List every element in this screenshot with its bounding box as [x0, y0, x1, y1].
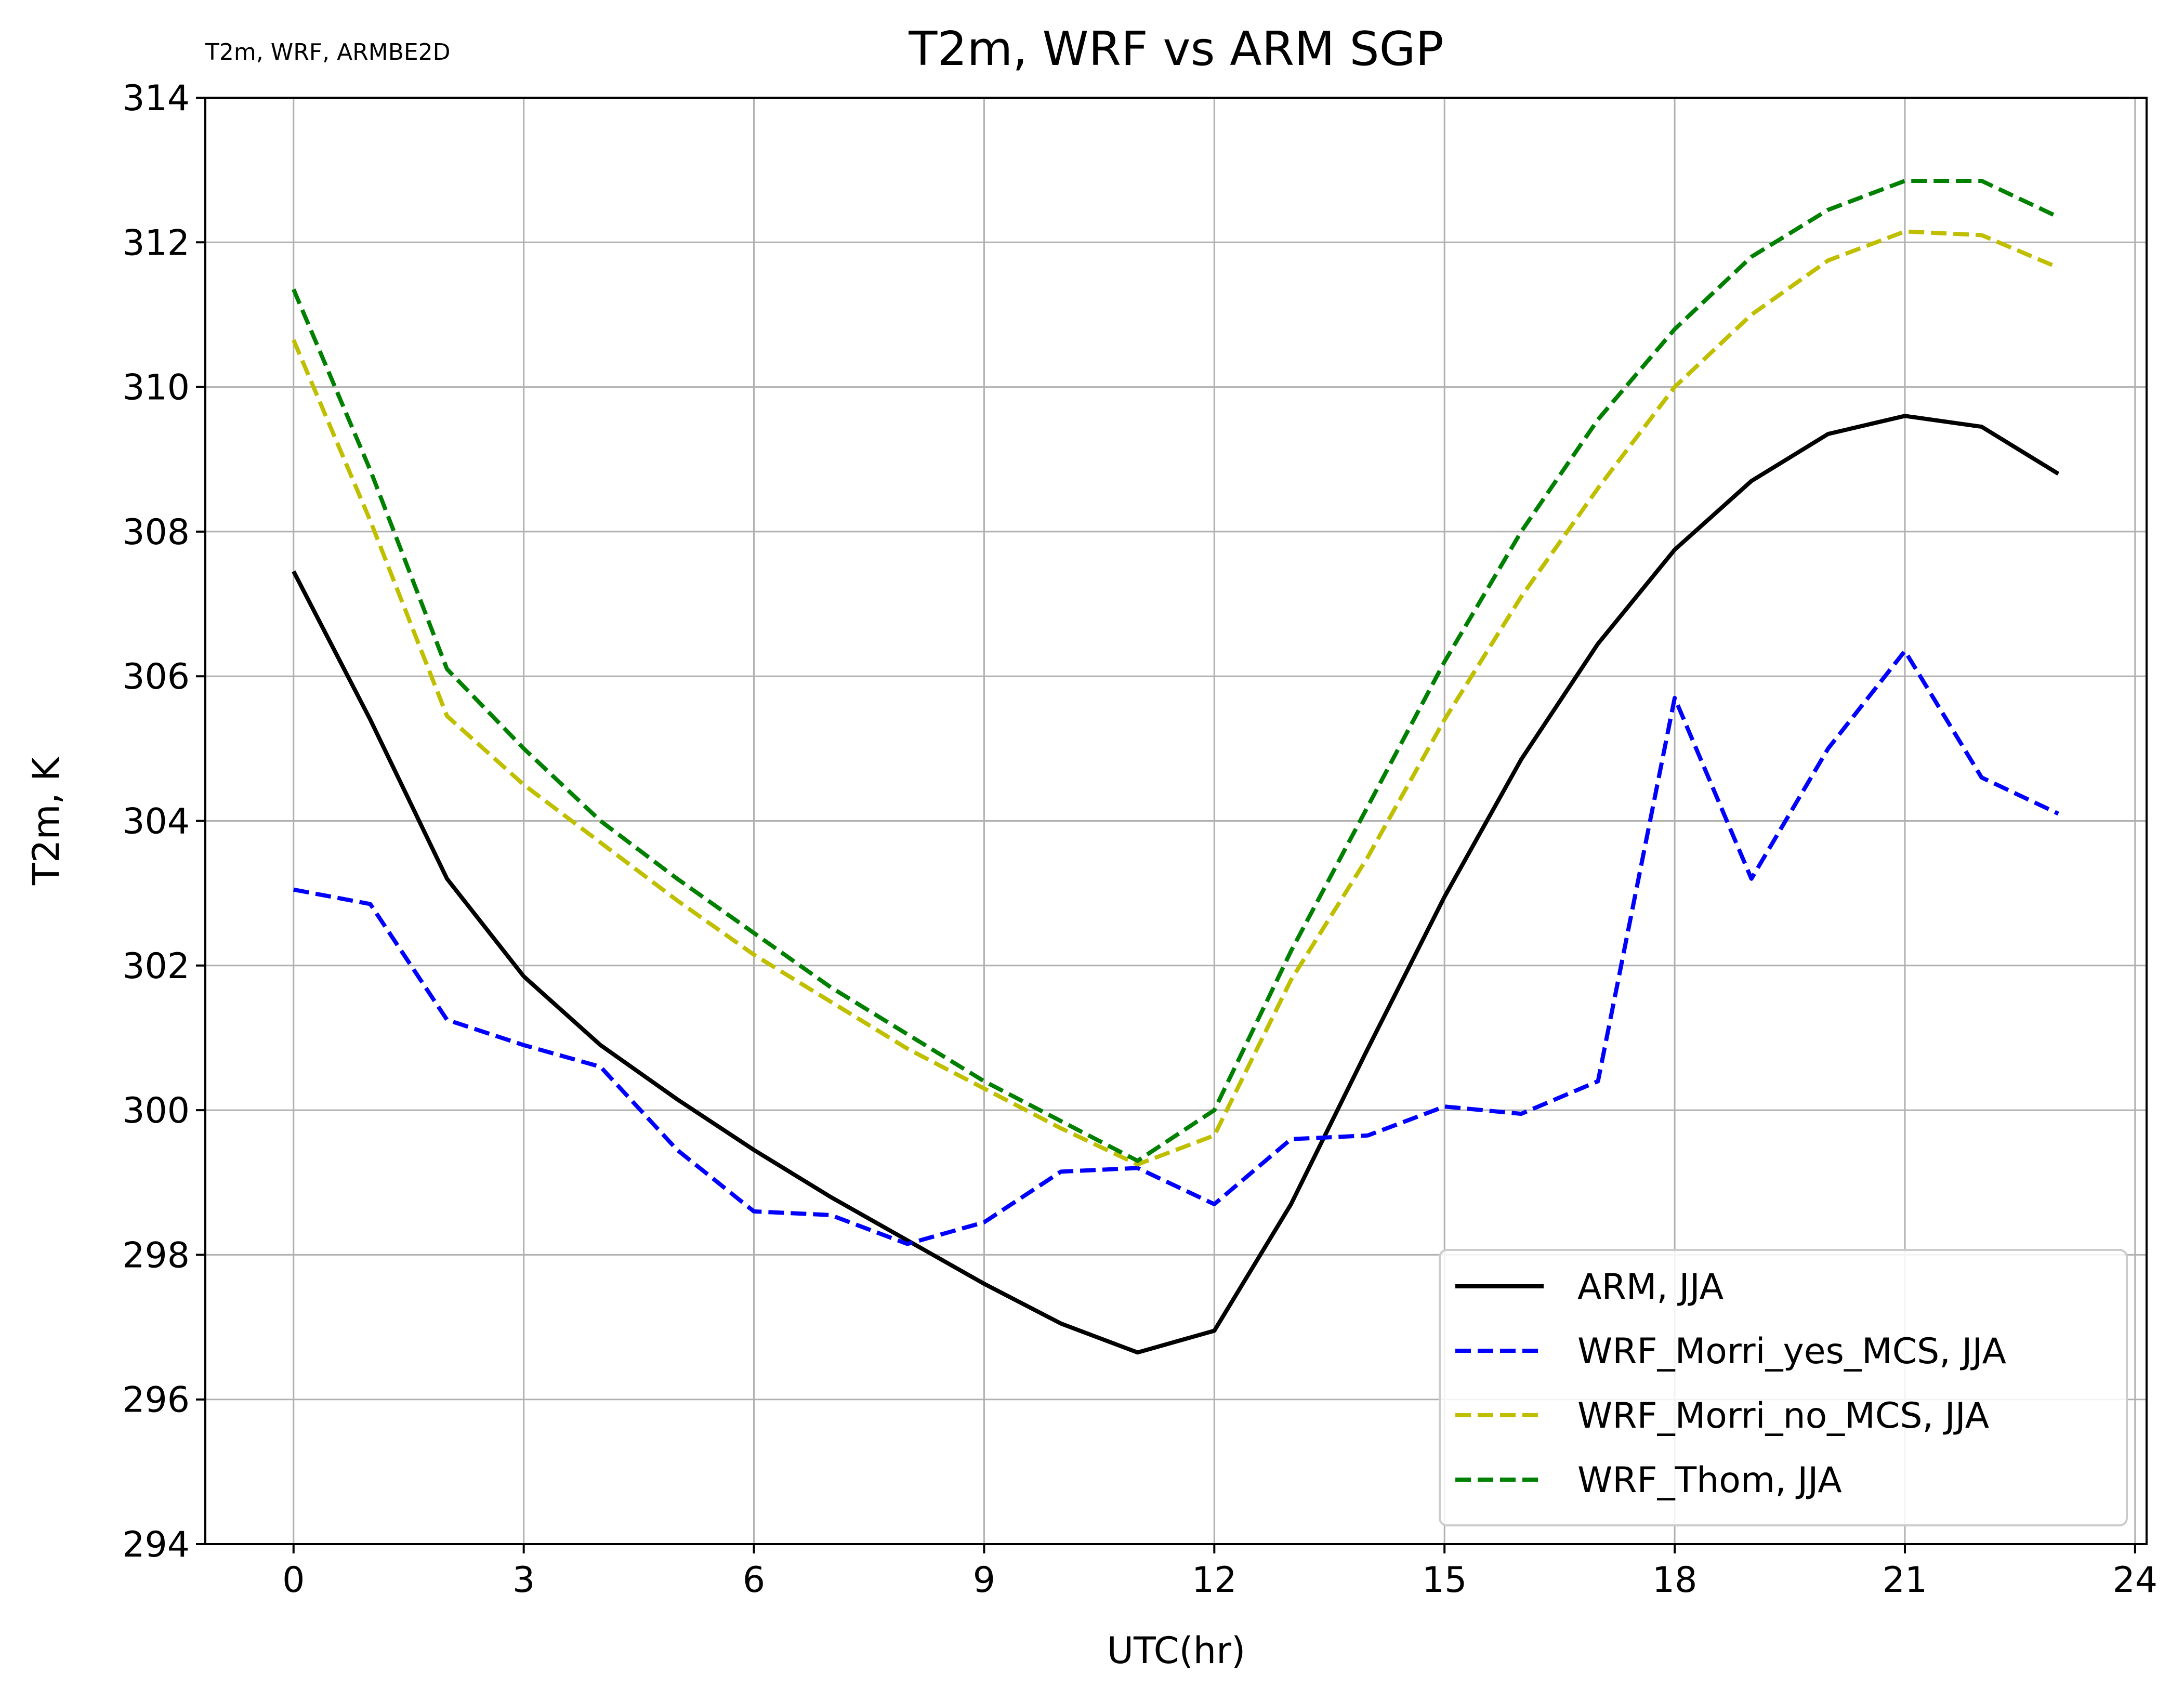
x-tick-label: 24: [2113, 1560, 2158, 1601]
series-line-4: [292, 179, 2059, 1163]
y-tick-label: 300: [122, 1090, 190, 1131]
series-lines: [292, 179, 2060, 1355]
y-tick-label: 312: [122, 222, 190, 263]
chart-title: T2m, WRF vs ARM SGP: [908, 22, 1443, 76]
x-tick-label: 0: [282, 1560, 305, 1601]
x-tick-label: 15: [1422, 1560, 1467, 1601]
x-tick-label: 12: [1192, 1560, 1237, 1601]
axis-ticks: 0 3 6 9 12 15 18 21 24 294 296 298 300 302 304 306 308 31…: [122, 78, 2157, 1601]
legend-box: [1439, 1249, 2128, 1526]
x-tick-label: 21: [1883, 1560, 1928, 1601]
legend-label-3: WRF_Morri_no_MCS, JJA: [1577, 1395, 1989, 1437]
y-tick-label: 304: [122, 801, 190, 842]
y-tick-label: 294: [122, 1524, 190, 1565]
x-tick-label: 18: [1652, 1560, 1698, 1601]
x-tick-label: 3: [512, 1560, 535, 1601]
y-tick-label: 306: [122, 656, 190, 697]
legend-label-4: WRF_Thom, JJA: [1577, 1460, 1842, 1501]
legend: ARM, JJA WRF_Morri_yes_MCS, JJA WRF_Morri_…: [1439, 1249, 2128, 1526]
series-line-3: [292, 229, 2059, 1167]
y-tick-label: 298: [122, 1235, 190, 1276]
x-tick-label: 9: [973, 1560, 995, 1601]
x-tick-label: 6: [743, 1560, 765, 1601]
y-tick-label: 314: [122, 78, 190, 119]
series-line-2: [293, 649, 2059, 1246]
chart-subtitle: T2m, WRF, ARMBE2D: [205, 39, 451, 65]
y-tick-label: 310: [122, 367, 190, 408]
x-axis-label: UTC(hr): [1107, 1629, 1246, 1672]
legend-label-2: WRF_Morri_yes_MCS, JJA: [1577, 1331, 2006, 1372]
y-tick-label: 302: [122, 946, 190, 987]
y-tick-label: 296: [122, 1380, 190, 1421]
y-tick-label: 308: [122, 512, 190, 553]
series-line-1: [292, 414, 2060, 1355]
y-axis-label: T2m, K: [25, 756, 68, 886]
legend-label-1: ARM, JJA: [1577, 1267, 1723, 1308]
